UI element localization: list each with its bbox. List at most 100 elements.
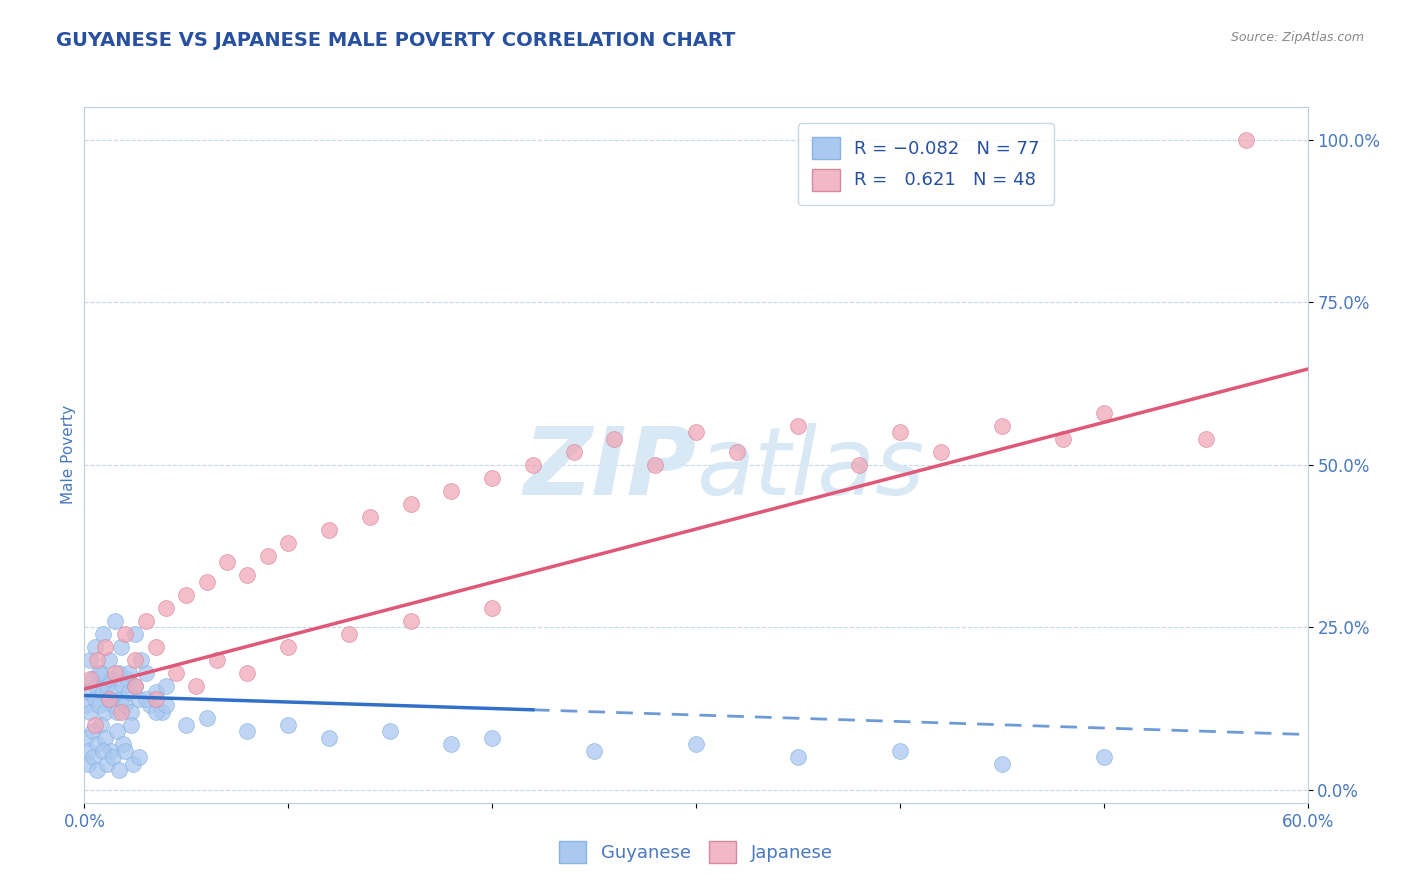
- Point: [889, 744, 911, 758]
- Point: [145, 640, 167, 654]
- Point: [440, 483, 463, 498]
- Point: [82, 724, 104, 739]
- Point: [105, 705, 128, 719]
- Point: [120, 718, 142, 732]
- Point: [110, 691, 132, 706]
- Point: [93, 640, 115, 654]
- Point: [277, 718, 299, 732]
- Point: [120, 705, 142, 719]
- Point: [318, 731, 340, 745]
- Point: [124, 653, 146, 667]
- Point: [195, 574, 218, 589]
- Point: [522, 458, 544, 472]
- Point: [114, 626, 136, 640]
- Point: [101, 698, 124, 713]
- Point: [100, 672, 122, 686]
- Point: [128, 691, 150, 706]
- Point: [929, 444, 952, 458]
- Point: [399, 614, 422, 628]
- Point: [114, 744, 136, 758]
- Point: [195, 711, 218, 725]
- Point: [83, 718, 105, 732]
- Text: ZIP: ZIP: [523, 423, 696, 515]
- Point: [174, 588, 197, 602]
- Point: [86, 737, 108, 751]
- Point: [277, 535, 299, 549]
- Point: [685, 737, 707, 751]
- Point: [145, 691, 167, 706]
- Point: [135, 614, 157, 628]
- Point: [110, 705, 132, 719]
- Point: [101, 750, 124, 764]
- Point: [359, 509, 381, 524]
- Point: [104, 614, 127, 628]
- Point: [105, 724, 128, 739]
- Point: [380, 724, 402, 739]
- Point: [87, 698, 110, 713]
- Point: [110, 640, 132, 654]
- Point: [787, 418, 810, 433]
- Point: [83, 691, 105, 706]
- Point: [83, 640, 105, 654]
- Point: [87, 665, 110, 680]
- Point: [174, 718, 197, 732]
- Point: [108, 764, 131, 778]
- Point: [257, 549, 280, 563]
- Point: [440, 737, 463, 751]
- Point: [97, 691, 120, 706]
- Point: [165, 665, 187, 680]
- Point: [124, 626, 146, 640]
- Point: [277, 640, 299, 654]
- Point: [90, 665, 112, 680]
- Point: [124, 679, 146, 693]
- Point: [155, 600, 177, 615]
- Point: [86, 764, 108, 778]
- Point: [114, 698, 136, 713]
- Point: [118, 665, 141, 680]
- Point: [91, 626, 114, 640]
- Point: [1092, 750, 1115, 764]
- Point: [104, 685, 127, 699]
- Point: [145, 685, 167, 699]
- Point: [115, 672, 138, 686]
- Point: [1234, 132, 1257, 146]
- Point: [155, 698, 177, 713]
- Legend: Guyanese, Japanese: Guyanese, Japanese: [553, 834, 839, 871]
- Point: [481, 600, 503, 615]
- Point: [1052, 432, 1074, 446]
- Point: [77, 685, 100, 699]
- Point: [108, 665, 131, 680]
- Point: [75, 698, 97, 713]
- Point: [644, 458, 666, 472]
- Point: [124, 679, 146, 693]
- Point: [100, 744, 122, 758]
- Point: [82, 672, 104, 686]
- Point: [1195, 432, 1218, 446]
- Point: [562, 444, 585, 458]
- Point: [118, 685, 141, 699]
- Point: [787, 750, 810, 764]
- Point: [122, 756, 145, 771]
- Point: [1092, 406, 1115, 420]
- Point: [79, 653, 101, 667]
- Point: [90, 718, 112, 732]
- Point: [236, 665, 259, 680]
- Point: [205, 653, 228, 667]
- Point: [150, 705, 173, 719]
- Point: [79, 672, 101, 686]
- Point: [991, 418, 1014, 433]
- Point: [603, 432, 626, 446]
- Point: [186, 679, 208, 693]
- Point: [96, 756, 118, 771]
- Point: [75, 731, 97, 745]
- Point: [217, 555, 239, 569]
- Point: [86, 679, 108, 693]
- Point: [79, 705, 101, 719]
- Point: [96, 679, 118, 693]
- Point: [93, 731, 115, 745]
- Point: [104, 665, 127, 680]
- Point: [77, 756, 100, 771]
- Point: [86, 653, 108, 667]
- Text: Source: ZipAtlas.com: Source: ZipAtlas.com: [1230, 31, 1364, 45]
- Point: [318, 523, 340, 537]
